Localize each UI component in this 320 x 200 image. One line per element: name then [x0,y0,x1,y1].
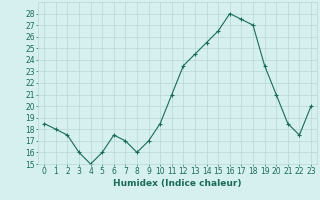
X-axis label: Humidex (Indice chaleur): Humidex (Indice chaleur) [113,179,242,188]
